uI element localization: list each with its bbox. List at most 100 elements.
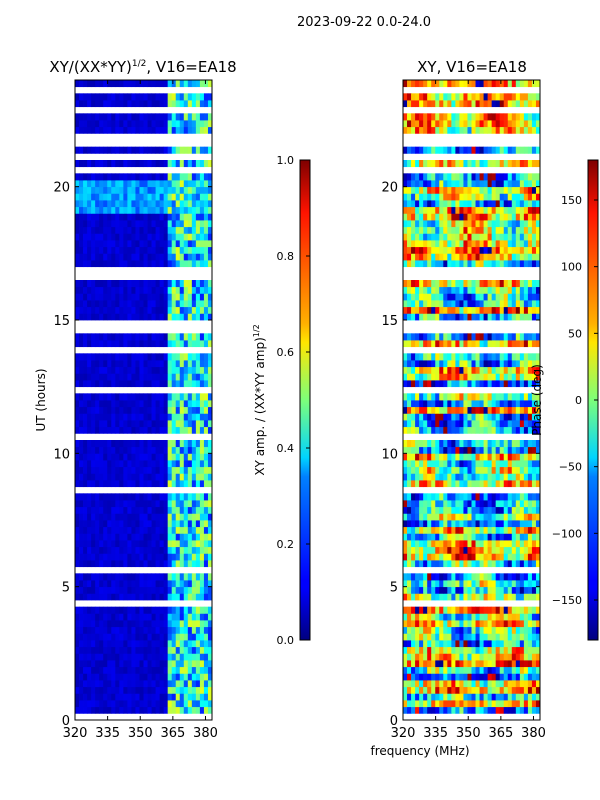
heatmap-cell xyxy=(535,453,541,461)
heatmap-cell xyxy=(195,373,201,381)
heatmap-cell xyxy=(187,500,193,508)
heatmap-cell xyxy=(103,100,108,108)
heatmap-cell xyxy=(431,366,436,374)
heatmap-cell xyxy=(439,480,444,488)
heatmap-cell xyxy=(515,306,521,314)
heatmap-cell xyxy=(111,246,116,254)
heatmap-cell xyxy=(451,680,456,688)
heatmap-cell xyxy=(107,526,112,534)
heatmap-cell xyxy=(535,513,541,521)
heatmap-cell xyxy=(195,173,201,181)
heatmap-cell xyxy=(127,526,132,534)
heatmap-cell xyxy=(135,366,140,374)
heatmap-cell xyxy=(187,173,193,181)
heatmap-cell xyxy=(107,200,112,208)
heatmap-cell xyxy=(507,580,513,588)
heatmap-cell xyxy=(95,100,100,108)
heatmap-cell xyxy=(147,373,152,381)
heatmap-cell xyxy=(531,460,537,468)
heatmap-cell xyxy=(499,640,505,648)
heatmap-cell xyxy=(75,260,80,268)
heatmap-cell xyxy=(155,526,161,534)
heatmap-cell xyxy=(463,620,468,628)
heatmap-cell xyxy=(455,606,460,614)
heatmap-cell xyxy=(523,626,529,634)
heatmap-cell xyxy=(159,226,165,234)
heatmap-cell xyxy=(415,380,420,388)
heatmap-cell xyxy=(163,353,169,361)
heatmap-cell xyxy=(439,233,444,241)
heatmap-cell xyxy=(159,393,165,401)
heatmap-cell xyxy=(195,213,201,221)
heatmap-cell xyxy=(171,706,177,714)
heatmap-cell xyxy=(483,640,489,648)
heatmap-cell xyxy=(107,393,112,401)
heatmap-cell xyxy=(131,100,136,108)
heatmap-cell xyxy=(151,553,156,561)
heatmap-cell xyxy=(503,640,509,648)
heatmap-cell xyxy=(95,173,100,181)
heatmap-cell xyxy=(143,480,148,488)
heatmap-cell xyxy=(199,580,205,588)
heatmap-cell xyxy=(139,506,144,514)
heatmap-cell xyxy=(183,260,189,268)
heatmap-cell xyxy=(475,466,480,474)
heatmap-cell xyxy=(127,253,132,261)
heatmap-cell xyxy=(487,406,493,414)
heatmap-cell xyxy=(139,113,144,121)
heatmap-cell xyxy=(467,193,472,201)
heatmap-cell xyxy=(143,120,148,128)
heatmap-cell xyxy=(163,686,169,694)
heatmap-cell xyxy=(495,200,501,208)
heatmap-cell xyxy=(139,393,144,401)
heatmap-cell xyxy=(87,420,92,428)
heatmap-cell xyxy=(471,653,476,661)
heatmap-cell xyxy=(411,666,416,674)
heatmap-cell xyxy=(151,333,156,341)
heatmap-cell xyxy=(111,666,116,674)
heatmap-cell xyxy=(535,213,541,221)
heatmap-cell xyxy=(83,646,88,654)
heatmap-cell xyxy=(427,460,432,468)
heatmap-cell xyxy=(107,180,112,188)
heatmap-cell xyxy=(99,493,104,501)
heatmap-cell xyxy=(171,540,177,548)
heatmap-cell xyxy=(107,513,112,521)
heatmap-cell xyxy=(175,520,181,528)
heatmap-cell xyxy=(75,626,80,634)
heatmap-cell xyxy=(447,493,452,501)
heatmap-cell xyxy=(103,606,108,614)
heatmap-cell xyxy=(511,553,517,561)
heatmap-cell xyxy=(195,680,201,688)
heatmap-cell xyxy=(83,393,88,401)
heatmap-cell xyxy=(467,440,472,448)
heatmap-cell xyxy=(135,620,140,628)
heatmap-cell xyxy=(131,613,136,621)
heatmap-cell xyxy=(515,653,521,661)
heatmap-cell xyxy=(127,226,132,234)
heatmap-cell xyxy=(143,613,148,621)
heatmap-cell xyxy=(483,700,489,708)
heatmap-cell xyxy=(459,626,464,634)
heatmap-cell xyxy=(123,213,128,221)
heatmap-cell xyxy=(515,533,521,541)
heatmap-cell xyxy=(155,306,161,314)
heatmap-cell xyxy=(463,213,468,221)
heatmap-cell xyxy=(439,646,444,654)
heatmap-cell xyxy=(407,426,412,434)
heatmap-cell xyxy=(163,666,169,674)
heatmap-cell xyxy=(195,180,201,188)
heatmap-cell xyxy=(423,340,428,348)
heatmap-cell xyxy=(491,460,497,468)
heatmap-cell xyxy=(491,606,497,614)
heatmap-cell xyxy=(423,693,428,701)
heatmap-cell xyxy=(431,593,436,601)
heatmap-cell xyxy=(447,353,452,361)
heatmap-cell xyxy=(427,286,432,294)
heatmap-cell xyxy=(507,520,513,528)
heatmap-cell xyxy=(115,366,120,374)
heatmap-cell xyxy=(159,246,165,254)
heatmap-cell xyxy=(427,533,432,541)
heatmap-cell xyxy=(79,460,84,468)
heatmap-cell xyxy=(503,426,509,434)
